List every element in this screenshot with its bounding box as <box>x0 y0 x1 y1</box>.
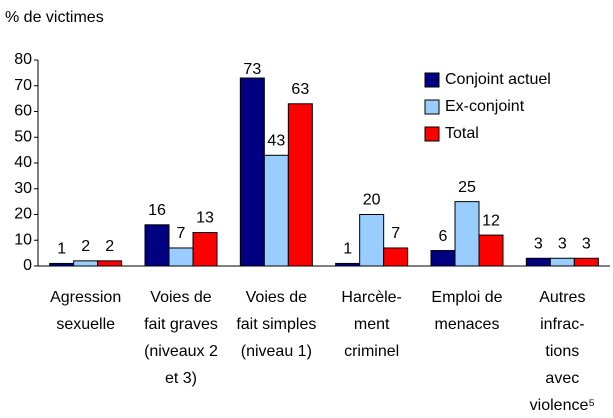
y-tick-label: 40 <box>14 154 32 171</box>
value-label: 7 <box>177 225 186 242</box>
x-tick-label: avec <box>545 370 579 387</box>
bar <box>168 247 194 267</box>
value-label: 63 <box>291 81 309 98</box>
value-label: 3 <box>582 235 591 252</box>
bar <box>263 154 289 267</box>
bar <box>192 232 218 267</box>
value-label: 12 <box>482 212 500 229</box>
y-tick-label: 80 <box>14 51 32 68</box>
x-tick-label: criminel <box>344 343 399 360</box>
y-tick-label: 60 <box>14 103 32 120</box>
y-tick-label: 70 <box>14 77 32 94</box>
value-label: 2 <box>105 238 114 255</box>
x-tick-label: Agression <box>50 289 121 306</box>
y-tick-label: 10 <box>14 231 32 248</box>
legend-label: Ex-conjoint <box>445 98 525 115</box>
value-label: 7 <box>391 225 400 242</box>
value-label: 1 <box>343 241 352 258</box>
y-tick-label: 30 <box>14 180 32 197</box>
value-label: 43 <box>267 132 285 149</box>
value-label: 3 <box>534 235 543 252</box>
legend-swatch <box>424 99 440 115</box>
value-label: 16 <box>148 202 166 219</box>
bar <box>73 260 99 267</box>
x-tick-label: violence⁵ <box>530 397 595 414</box>
value-label: 73 <box>243 61 261 78</box>
axis-title: % de victimes <box>5 9 104 26</box>
x-tick-label: et 3) <box>165 370 197 387</box>
bar <box>573 257 599 267</box>
x-tick-label: infrac- <box>540 316 584 333</box>
y-tick-label: 50 <box>14 128 32 145</box>
x-tick-label: fait simples <box>236 316 316 333</box>
x-tick-label: Voies de <box>150 289 211 306</box>
x-tick-label: Voies de <box>246 289 307 306</box>
x-tick-label: tions <box>545 343 579 360</box>
bar <box>478 234 504 267</box>
x-tick-label: ment <box>354 316 390 333</box>
bar <box>454 201 480 267</box>
bar <box>97 260 123 267</box>
bar <box>383 247 409 267</box>
bar <box>430 250 456 267</box>
legend-label: Total <box>445 125 479 142</box>
value-label: 25 <box>458 179 476 196</box>
value-label: 2 <box>81 238 90 255</box>
value-label: 20 <box>363 192 381 209</box>
bar <box>144 224 170 267</box>
bar <box>359 214 385 267</box>
x-tick-label: menaces <box>435 316 500 333</box>
legend-swatch <box>424 72 440 88</box>
x-tick-label: fait graves <box>144 316 218 333</box>
x-tick-label: (niveau 1) <box>241 343 312 360</box>
x-tick-label: Autres <box>539 289 585 306</box>
bar <box>239 77 265 267</box>
x-tick-label: Emploi de <box>431 289 502 306</box>
legend-label: Conjoint actuel <box>445 71 551 88</box>
bar <box>549 257 575 267</box>
legend-swatch <box>424 126 440 142</box>
value-label: 13 <box>196 210 214 227</box>
y-tick-label: 20 <box>14 206 32 223</box>
x-tick-label: (niveaux 2 <box>144 343 218 360</box>
value-label: 6 <box>439 228 448 245</box>
value-label: 1 <box>57 241 66 258</box>
bar <box>287 103 313 267</box>
y-tick-label: 0 <box>23 257 32 274</box>
value-label: 3 <box>558 235 567 252</box>
x-tick-label: sexuelle <box>56 316 115 333</box>
bar <box>525 257 551 267</box>
x-tick-label: Harcèle- <box>341 289 401 306</box>
